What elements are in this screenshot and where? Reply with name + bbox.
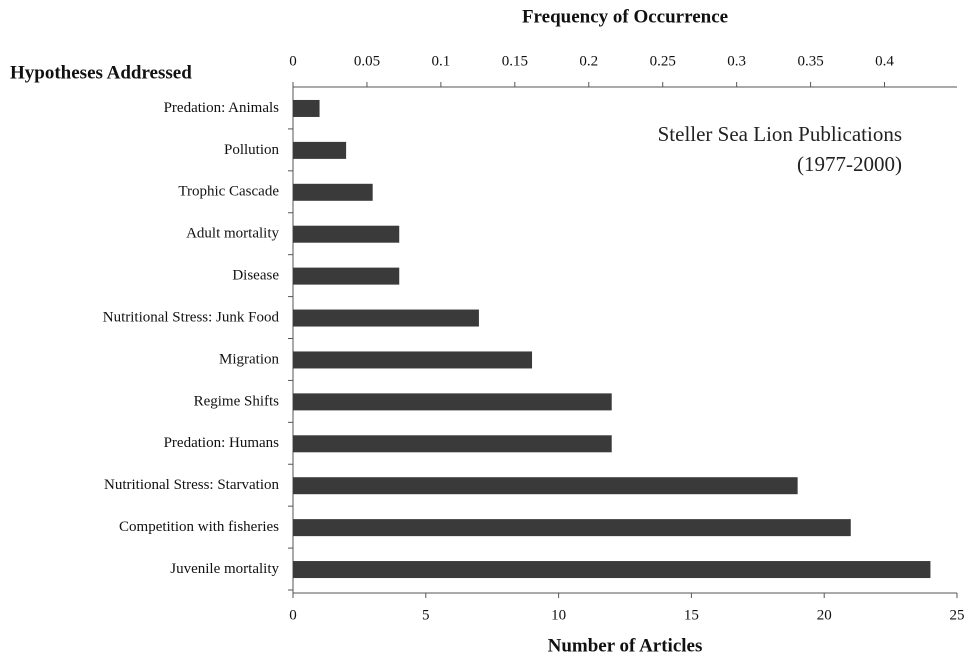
y-tick-label: Disease (232, 268, 279, 284)
y-tick-label: Nutritional Stress: Junk Food (103, 309, 280, 325)
x2-tick-label: 0.05 (354, 53, 380, 69)
y-tick-label: Predation: Animals (164, 100, 280, 116)
bar (293, 309, 479, 327)
x2-tick-label: 0.4 (875, 53, 894, 69)
y-tick-label: Trophic Cascade (178, 184, 279, 200)
bar (293, 477, 798, 495)
chart-title: Frequency of Occurrence (522, 6, 728, 27)
bar (293, 351, 533, 369)
x2-tick-label: 0.2 (579, 53, 598, 69)
bar (293, 393, 612, 411)
x2-tick-label: 0.35 (797, 53, 823, 69)
x-tick-label: 20 (817, 607, 832, 623)
x2-tick-label: 0.25 (650, 53, 676, 69)
x-tick-label: 10 (551, 607, 566, 623)
annotation: (1977-2000) (797, 152, 902, 176)
y-tick-label: Regime Shifts (194, 393, 280, 409)
y-axis-label: Hypotheses Addressed (10, 62, 192, 83)
x-tick-label: 15 (684, 607, 699, 623)
y-tick-label: Predation: Humans (164, 435, 280, 451)
y-tick-label: Pollution (224, 142, 280, 158)
bar (293, 225, 400, 243)
x2-tick-label: 0.3 (727, 53, 746, 69)
x2-tick-label: 0.15 (502, 53, 528, 69)
y-tick-label: Nutritional Stress: Starvation (104, 477, 279, 493)
y-tick-label: Migration (219, 351, 279, 367)
bar (293, 141, 347, 159)
y-tick-label: Competition with fisheries (119, 519, 279, 535)
x2-tick-label: 0.1 (432, 53, 451, 69)
bar (293, 267, 400, 285)
bar (293, 183, 373, 201)
annotation: Steller Sea Lion Publications (658, 122, 902, 146)
x-tick-label: 25 (950, 607, 965, 623)
bar (293, 99, 320, 117)
bar (293, 519, 851, 537)
x-axis-label: Number of Articles (548, 635, 703, 656)
x-tick-label: 0 (289, 607, 297, 623)
y-tick-label: Adult mortality (186, 226, 279, 242)
bar (293, 435, 612, 453)
bar (293, 561, 931, 579)
x2-tick-label: 0 (289, 53, 297, 69)
x-tick-label: 5 (422, 607, 430, 623)
y-tick-label: Juvenile mortality (170, 561, 279, 577)
